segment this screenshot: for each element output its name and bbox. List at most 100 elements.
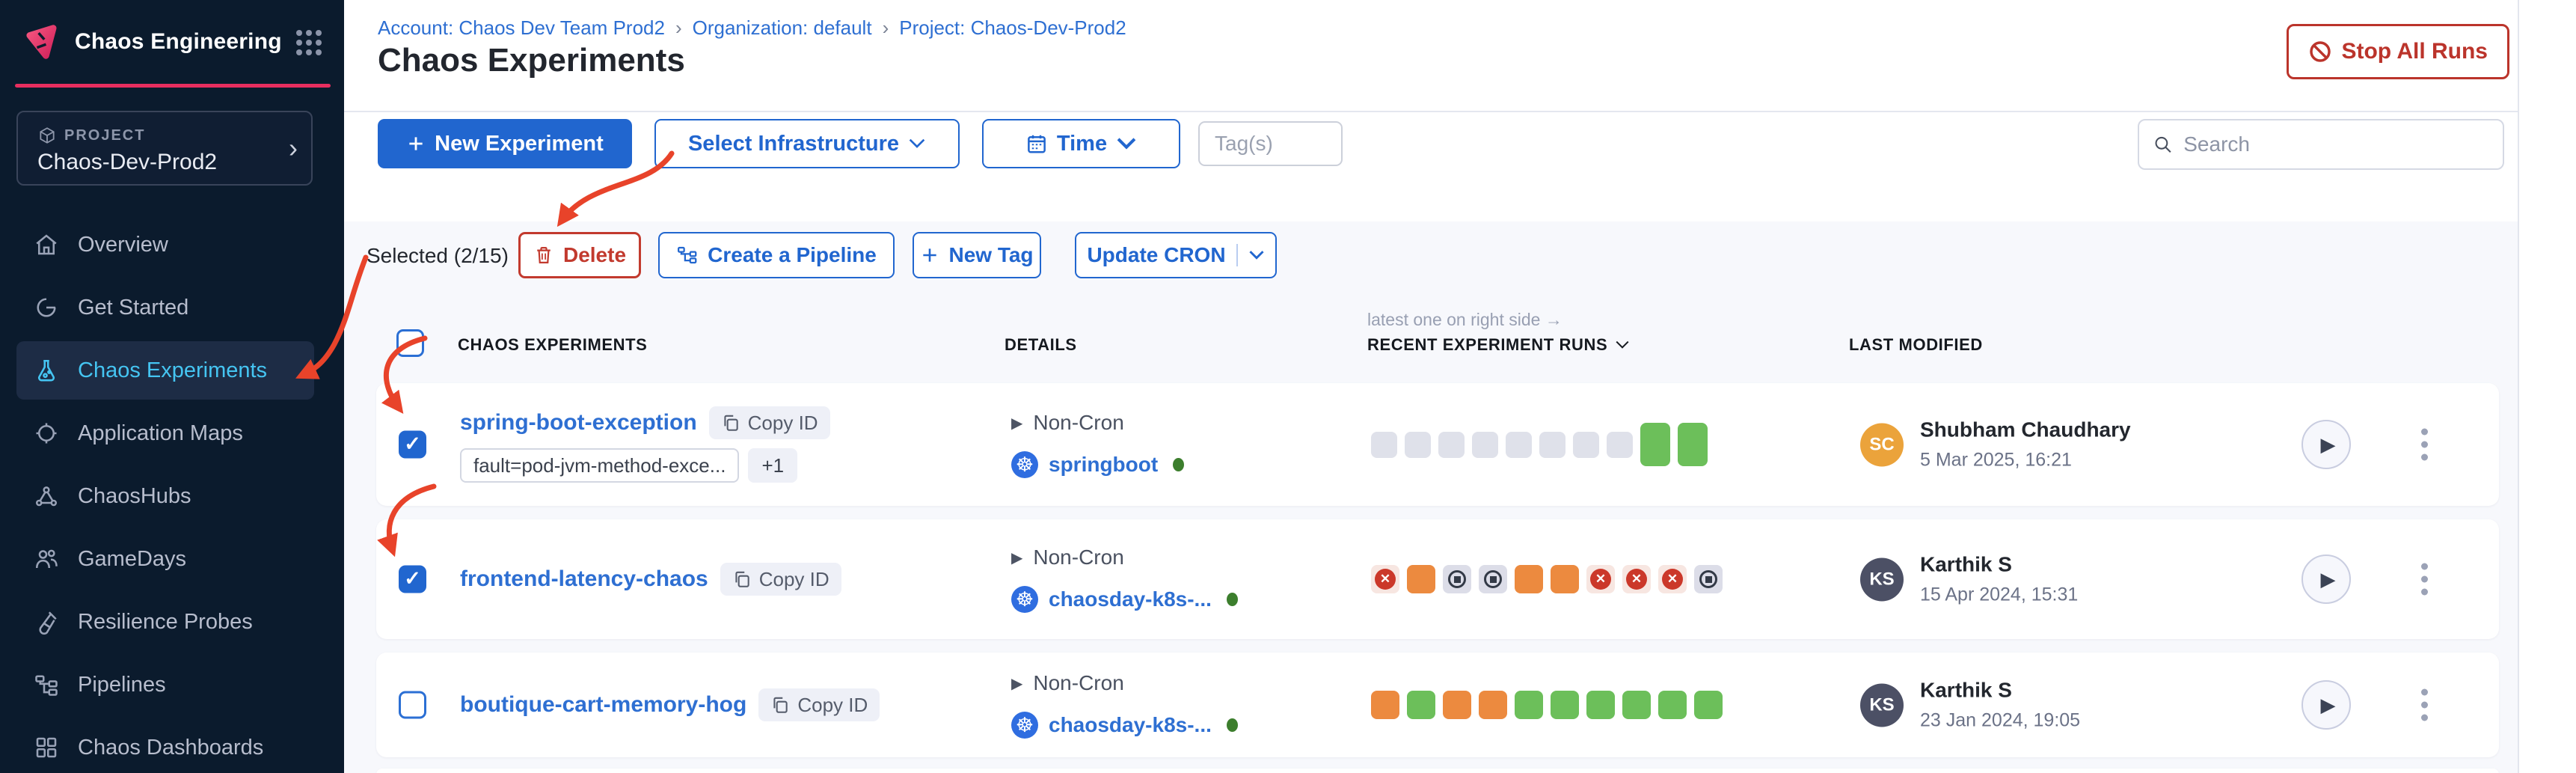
run-indicator-stopped[interactable] — [1443, 565, 1471, 593]
sidebar-item-chaoshubs[interactable]: ChaosHubs — [0, 465, 344, 528]
run-indicator-running[interactable] — [1443, 691, 1471, 719]
expand-triangle-icon[interactable]: ▶ — [1011, 549, 1023, 566]
run-indicator-failed[interactable]: ✕ — [1658, 565, 1687, 593]
run-indicator-failed[interactable]: ✕ — [1371, 565, 1399, 593]
experiment-row: frontend-latency-chaos Copy ID ▶ Non-Cron… — [376, 519, 2499, 639]
infrastructure-link[interactable]: springboot — [1049, 453, 1159, 476]
run-indicator-passed[interactable] — [1640, 423, 1670, 466]
row-menu-button[interactable] — [2415, 683, 2434, 727]
stop-all-runs-button[interactable]: Stop All Runs — [2287, 24, 2509, 79]
modified-date: 5 Mar 2025, 16:21 — [1920, 449, 2072, 471]
run-indicator-stopped[interactable] — [1479, 565, 1507, 593]
calendar-icon — [1028, 135, 1046, 153]
infrastructure-link[interactable]: chaosday-k8s-... — [1049, 713, 1212, 736]
delete-button[interactable]: Delete — [518, 232, 641, 278]
copy-id-button[interactable]: Copy ID — [720, 563, 841, 596]
scrollbar-gutter[interactable] — [2518, 0, 2576, 773]
run-indicator-queued[interactable] — [1438, 431, 1465, 458]
sidebar-item-get-started[interactable]: Get Started — [0, 276, 344, 339]
expand-triangle-icon[interactable]: ▶ — [1011, 675, 1023, 692]
run-indicator-failed[interactable]: ✕ — [1586, 565, 1615, 593]
run-indicator-running[interactable] — [1371, 691, 1399, 719]
run-indicator-passed[interactable] — [1658, 691, 1687, 719]
table-header: CHAOS EXPERIMENTS DETAILS latest one on … — [344, 221, 2518, 379]
divider — [1236, 244, 1238, 266]
run-indicator-queued[interactable] — [1405, 431, 1431, 458]
row-menu-button[interactable] — [2415, 423, 2434, 467]
pipeline-icon — [678, 246, 697, 264]
plus-icon — [923, 248, 937, 262]
next-experiment-row-partial — [376, 769, 2499, 773]
chaos-engineering-logo-icon — [26, 25, 57, 59]
recent-runs: ✕ ✕ ✕ ✕ — [1371, 565, 1723, 593]
run-indicator-failed[interactable]: ✕ — [1622, 565, 1651, 593]
run-indicator-passed[interactable] — [1678, 423, 1708, 466]
breadcrumb-org[interactable]: Organization: default — [692, 16, 872, 39]
run-experiment-button[interactable]: ▶ — [2301, 680, 2351, 730]
update-cron-dropdown[interactable]: Update CRON — [1075, 232, 1277, 278]
dashboard-icon — [36, 737, 57, 758]
create-pipeline-button[interactable]: Create a Pipeline — [658, 232, 895, 278]
tags-filter-input[interactable] — [1198, 121, 1343, 166]
schedule-type: Non-Cron — [1033, 671, 1124, 694]
run-indicator-queued[interactable] — [1539, 431, 1565, 458]
run-indicator-passed[interactable] — [1551, 691, 1579, 719]
run-indicator-stopped[interactable] — [1694, 565, 1723, 593]
home-icon — [36, 234, 57, 255]
expand-triangle-icon[interactable]: ▶ — [1011, 415, 1023, 432]
sidebar-item-overview[interactable]: Overview — [0, 213, 344, 276]
sidebar-item-pipelines[interactable]: Pipelines — [0, 653, 344, 716]
get-started-icon — [37, 298, 56, 317]
breadcrumb-project[interactable]: Project: Chaos-Dev-Prod2 — [899, 16, 1126, 39]
run-indicator-queued[interactable] — [1506, 431, 1532, 458]
sidebar-item-chaos-experiments[interactable]: Chaos Experiments — [0, 339, 344, 402]
run-indicator-running[interactable] — [1407, 565, 1435, 593]
search-box[interactable] — [2138, 119, 2504, 170]
play-icon: ▶ — [2320, 693, 2336, 716]
select-all-checkbox[interactable] — [396, 329, 424, 357]
sidebar-item-resilience-probes[interactable]: Resilience Probes — [0, 590, 344, 653]
play-icon: ▶ — [2320, 433, 2336, 456]
more-tags-chip[interactable]: +1 — [748, 448, 798, 483]
project-selector[interactable]: PROJECT Chaos-Dev-Prod2 › — [16, 111, 313, 186]
row-menu-button[interactable] — [2415, 557, 2434, 602]
module-grid-icon[interactable] — [296, 30, 322, 55]
copy-id-button[interactable]: Copy ID — [758, 688, 880, 721]
time-filter-dropdown[interactable]: Time — [982, 119, 1180, 168]
modified-by-name: Shubham Chaudhary — [1920, 418, 2131, 442]
chevron-down-icon — [1616, 340, 1629, 349]
run-experiment-button[interactable]: ▶ — [2301, 554, 2351, 604]
breadcrumb-account[interactable]: Account: Chaos Dev Team Prod2 — [378, 16, 665, 39]
run-experiment-button[interactable]: ▶ — [2301, 420, 2351, 469]
sidebar-item-gamedays[interactable]: GameDays — [0, 528, 344, 590]
sidebar-item-application-maps[interactable]: Application Maps — [0, 402, 344, 465]
new-tag-button[interactable]: New Tag — [913, 232, 1041, 278]
sidebar-item-chaos-dashboards[interactable]: Chaos Dashboards — [0, 716, 344, 773]
copy-id-button[interactable]: Copy ID — [708, 406, 830, 439]
run-indicator-passed[interactable] — [1694, 691, 1723, 719]
run-indicator-passed[interactable] — [1622, 691, 1651, 719]
run-indicator-queued[interactable] — [1371, 431, 1397, 458]
experiment-name-link[interactable]: frontend-latency-chaos — [460, 566, 708, 591]
new-experiment-button[interactable]: New Experiment — [378, 119, 632, 168]
experiment-name-link[interactable]: spring-boot-exception — [460, 410, 697, 435]
select-infrastructure-dropdown[interactable]: Select Infrastructure — [654, 119, 960, 168]
run-indicator-queued[interactable] — [1573, 431, 1599, 458]
run-indicator-running[interactable] — [1479, 691, 1507, 719]
row-checkbox[interactable] — [399, 565, 426, 593]
page-header: Account: Chaos Dev Team Prod2 › Organiza… — [344, 0, 2518, 112]
run-indicator-queued[interactable] — [1472, 431, 1498, 458]
run-indicator-running[interactable] — [1515, 565, 1543, 593]
infrastructure-link[interactable]: chaosday-k8s-... — [1049, 587, 1212, 611]
column-header-runs[interactable]: RECENT EXPERIMENT RUNS — [1367, 335, 1630, 355]
run-indicator-passed[interactable] — [1407, 691, 1435, 719]
row-checkbox[interactable] — [399, 691, 426, 719]
run-indicator-queued[interactable] — [1607, 431, 1633, 458]
run-indicator-running[interactable] — [1551, 565, 1579, 593]
sidebar: Chaos Engineering PROJECT Chaos-Dev-Prod… — [0, 0, 344, 773]
row-checkbox[interactable] — [399, 430, 426, 459]
run-indicator-passed[interactable] — [1586, 691, 1615, 719]
run-indicator-passed[interactable] — [1515, 691, 1543, 719]
experiment-name-link[interactable]: boutique-cart-memory-hog — [460, 692, 747, 717]
search-input[interactable] — [2183, 132, 2489, 156]
